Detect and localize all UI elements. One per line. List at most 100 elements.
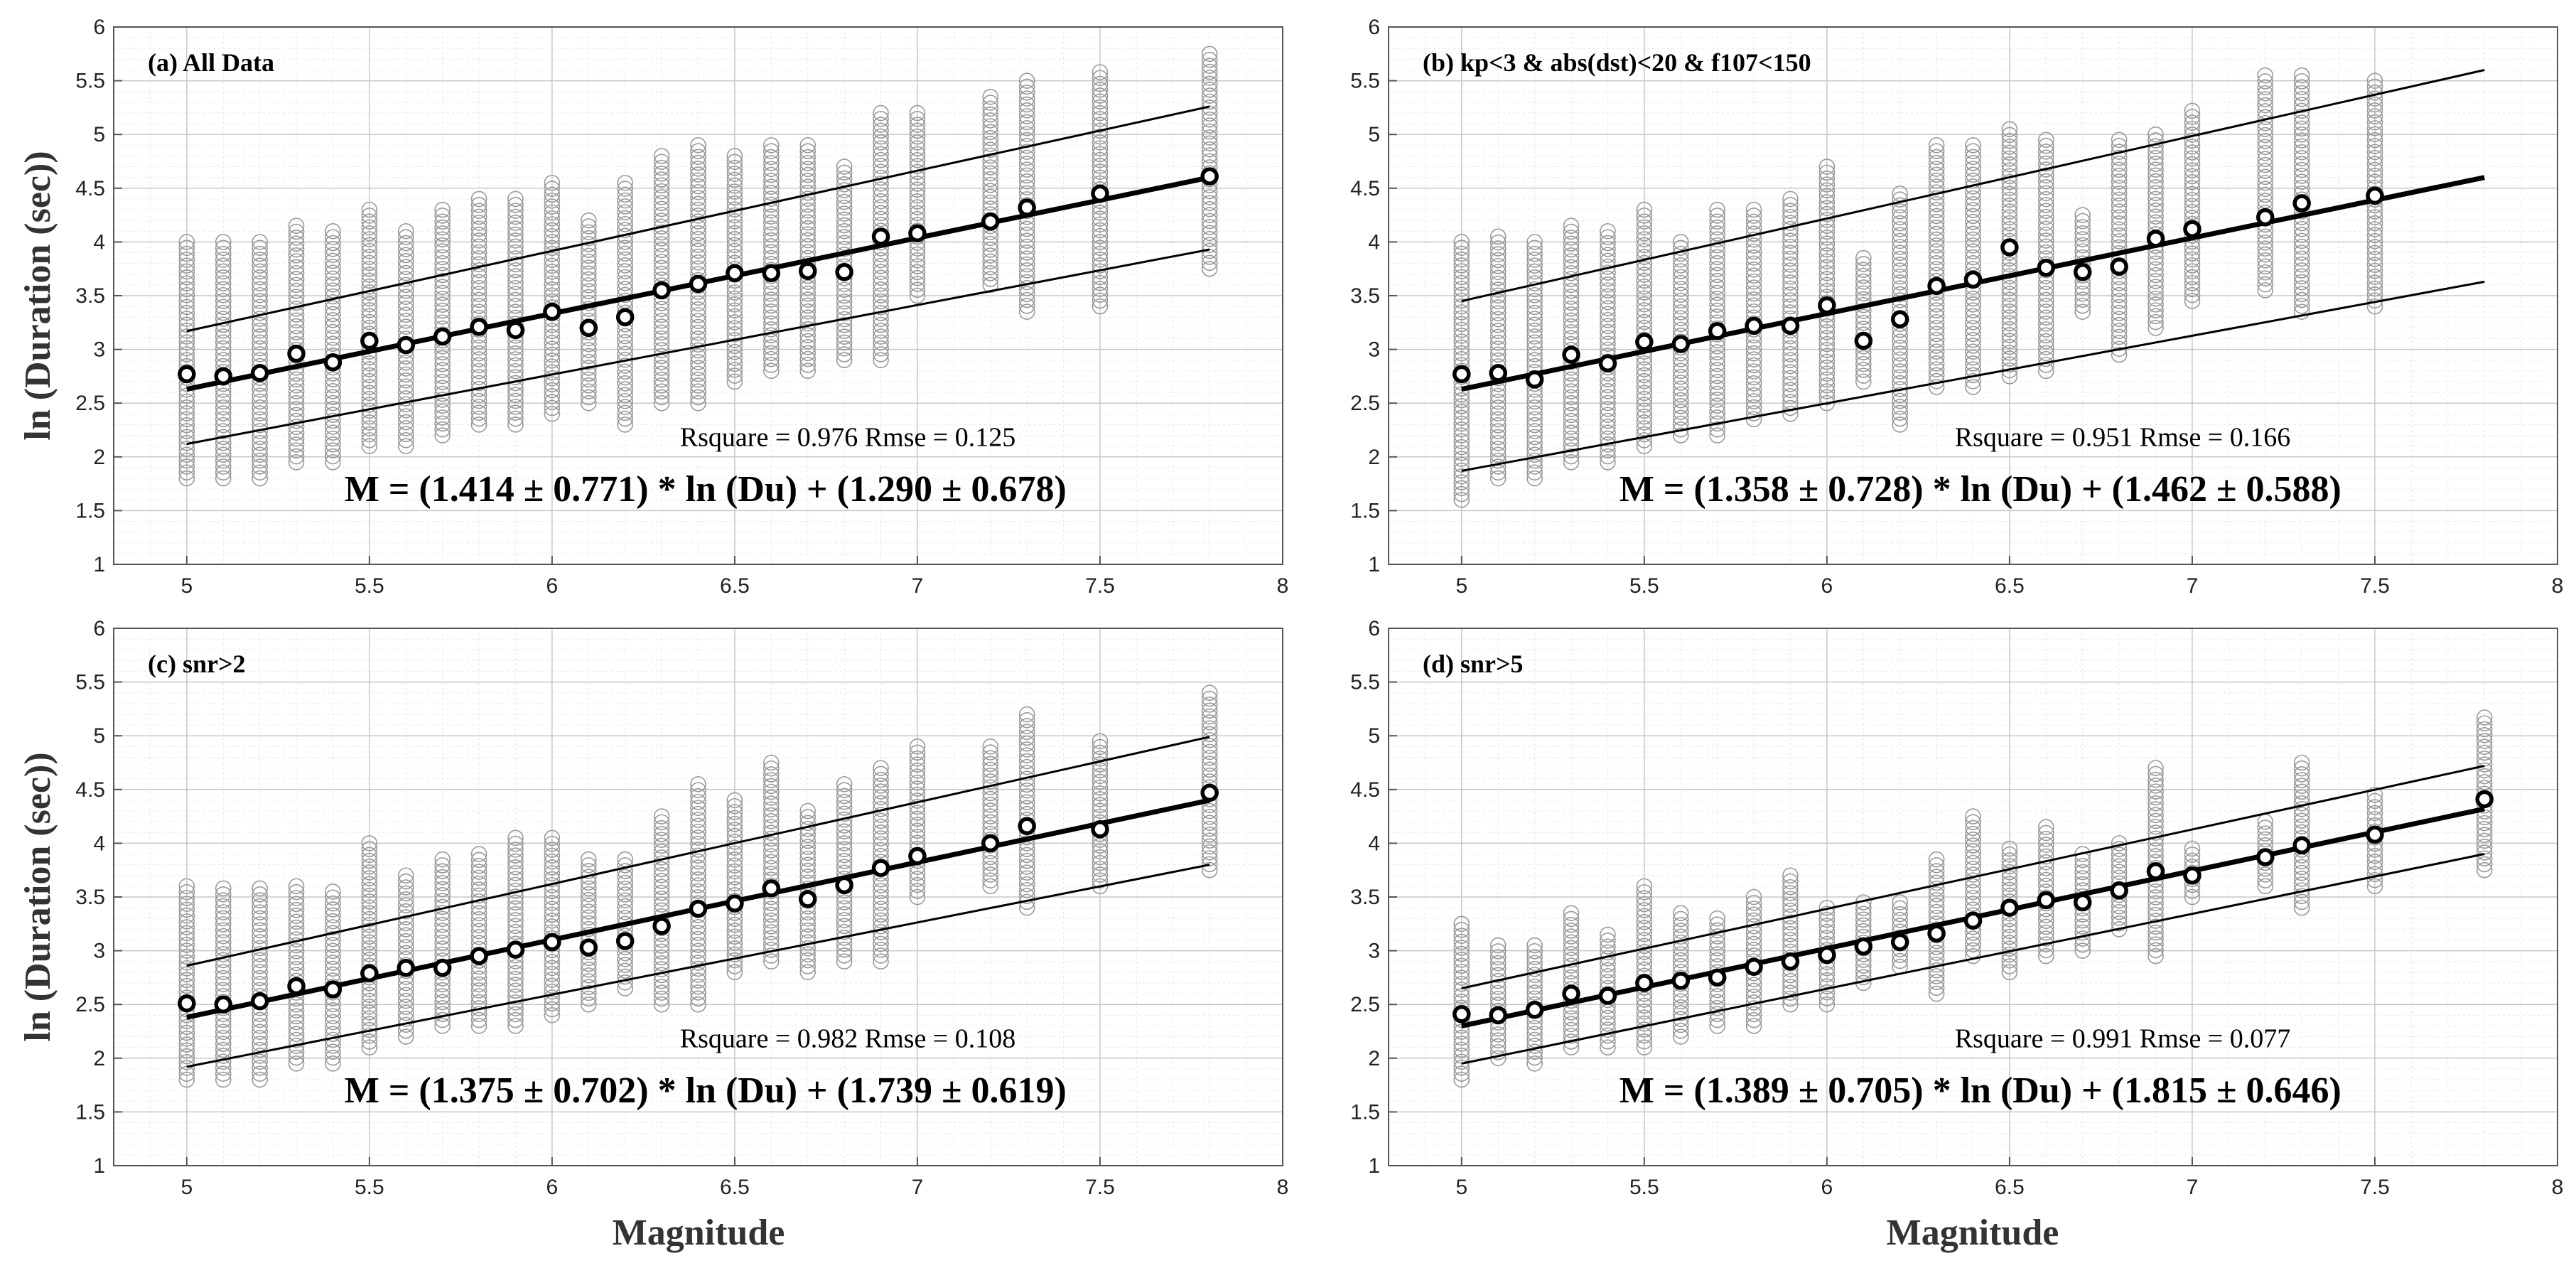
observation-point [2111,847,2128,863]
observation-point [1453,333,1470,350]
observation-point [2111,299,2128,316]
observation-point [982,177,999,193]
observation-point [580,979,597,996]
observation-point [1453,310,1470,326]
observation-point [1782,203,1799,220]
observation-point [2001,946,2018,963]
upper-bound-line [1461,69,2485,303]
mean-point [871,227,890,246]
mean-point [652,917,671,935]
observation-point [1636,213,1653,230]
observation-point [470,923,487,940]
observation-point [470,1006,487,1023]
observation-point [580,863,597,879]
observation-point [909,762,926,779]
observation-point [507,1011,524,1028]
observation-point [873,257,889,274]
observation-point [799,214,817,231]
observation-point [1636,1003,1653,1020]
y-tick-label: 3 [93,940,105,963]
observation-point [1092,785,1109,802]
observation-point [726,242,743,259]
observation-point [1892,286,1908,303]
observation-point [397,1028,414,1045]
observation-point [1018,84,1035,101]
observation-point [1563,412,1580,429]
observation-point [2074,924,2091,941]
mean-point [1200,783,1219,802]
observation-point [1672,946,1689,962]
observation-point [1201,838,1218,855]
observation-point [1965,820,1981,837]
observation-point [252,1053,268,1070]
observation-point [2184,108,2201,125]
observation-point [1928,195,1945,213]
observation-point [1782,382,1799,399]
observation-point [178,977,195,994]
observation-point [178,930,195,947]
observation-point [1709,946,1725,962]
observation-point [2184,173,2201,190]
observation-point [1636,932,1653,948]
observation-point [2366,847,2383,864]
x-tick-label: 7.5 [2360,1176,2390,1199]
observation-point [397,259,414,275]
observation-point [2184,132,2201,149]
observation-point [1092,872,1109,889]
observation-point [2038,149,2054,166]
mean-point [1489,364,1507,382]
observation-point [2293,67,2310,84]
mean-point [1745,316,1763,335]
mean-point [470,318,488,336]
observation-point [1489,452,1507,469]
observation-point [2257,168,2274,186]
observation-point [763,297,780,314]
observation-point [2038,315,2054,332]
mean-point [835,262,853,281]
observation-point [1782,280,1799,297]
observation-point [470,351,487,367]
observation-point [2147,812,2164,829]
observation-point [690,823,706,840]
observation-point [2476,774,2493,790]
observation-point [763,930,780,947]
observation-point [178,286,195,303]
observation-point [1709,261,1725,277]
observation-point [617,216,633,232]
observation-point [1453,286,1470,303]
mean-point [1018,817,1036,835]
observation-point [726,332,743,348]
observation-point [252,904,268,920]
observation-point [1892,268,1908,285]
observation-point [2257,264,2274,281]
observation-point [1782,257,1799,273]
observation-point [909,199,926,215]
observation-point [470,298,487,314]
observation-point [726,367,743,384]
observation-point [763,830,780,847]
mean-point [214,995,232,1014]
observation-point [873,830,889,847]
observation-point [763,143,780,159]
observation-point [799,137,817,154]
observation-point [470,203,487,219]
observation-point [1018,711,1035,729]
observation-point [799,916,817,933]
observation-point [1018,232,1035,249]
observation-point [2476,709,2493,726]
observation-point [2111,852,2128,869]
observation-point [2001,881,2018,898]
observation-point [653,371,670,388]
observation-point [2366,793,2383,810]
observation-point [1855,267,1872,284]
observation-point [397,897,414,914]
observation-point [544,181,561,197]
observation-point [617,904,633,920]
observation-point [1818,335,1836,353]
observation-point [1563,454,1580,471]
observation-point [288,1026,305,1043]
observation-point [2147,203,2164,219]
observation-point [2001,256,2018,273]
mean-point [2475,790,2494,809]
observation-point [1489,346,1507,363]
